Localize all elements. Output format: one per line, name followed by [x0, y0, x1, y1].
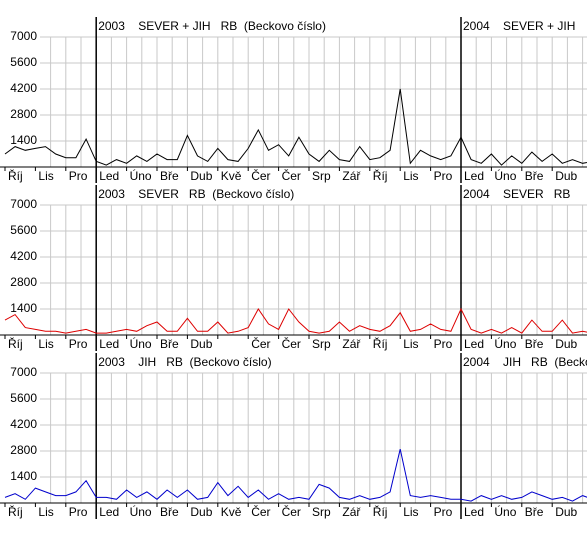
x-tick-label: Led	[464, 505, 484, 519]
x-tick-label: Čer	[282, 504, 301, 519]
y-tick-label: 4200	[10, 249, 37, 263]
data-line	[4, 448, 587, 502]
x-tick-label: Říj	[373, 504, 388, 519]
x-tick-label: Bře	[525, 337, 544, 351]
x-tick-label: Zář	[342, 337, 361, 351]
y-tick-label: 4200	[10, 417, 37, 431]
x-tick-label: Lis	[38, 505, 53, 519]
x-tick-label: Dub	[190, 169, 212, 183]
x-tick-label: Říj	[8, 168, 23, 183]
x-tick-label: Lis	[403, 337, 418, 351]
x-tick-label: Srp	[312, 337, 331, 351]
x-tick-label: Úno	[130, 504, 152, 519]
x-tick-label: Pro	[69, 169, 88, 183]
x-tick-label: Úno	[130, 336, 152, 351]
x-tick-label: Říj	[8, 504, 23, 519]
y-tick-label: 7000	[10, 29, 37, 43]
x-tick-label: Pro	[69, 337, 88, 351]
x-tick-label: Bře	[160, 169, 179, 183]
x-tick-label: Úno	[494, 336, 516, 351]
x-tick-label: Úno	[130, 168, 152, 183]
x-tick-label: Říj	[8, 336, 23, 351]
x-tick-label: Dub	[555, 169, 577, 183]
x-tick-label: Led	[464, 169, 484, 183]
x-tick-label: Pro	[434, 505, 453, 519]
x-tick-label: Bře	[525, 169, 544, 183]
x-tick-label: Čer	[251, 504, 270, 519]
year-title: 2003 JIH RB (Beckovo číslo)	[98, 355, 271, 369]
y-tick-label: 2800	[10, 275, 37, 289]
y-tick-label: 1400	[10, 469, 37, 483]
y-tick-label: 1400	[10, 133, 37, 147]
y-tick-label: 5600	[10, 391, 37, 405]
x-tick-label: Dub	[555, 505, 577, 519]
y-tick-label: 5600	[10, 223, 37, 237]
y-tick-label: 2800	[10, 443, 37, 457]
data-line	[4, 88, 587, 166]
x-tick-label: Čer	[251, 168, 270, 183]
year-title: 2004 JIH RB (Beckovo číslo)	[463, 355, 587, 369]
x-tick-label: Led	[99, 337, 119, 351]
x-tick-label: Zář	[342, 505, 361, 519]
x-tick-label: Pro	[69, 505, 88, 519]
data-line	[4, 307, 587, 334]
x-tick-label: Zář	[342, 169, 361, 183]
y-tick-label: 2800	[10, 107, 37, 121]
x-tick-label: Lis	[38, 337, 53, 351]
year-title: 2004 SEVER + JIH	[463, 19, 575, 33]
y-tick-label: 7000	[10, 365, 37, 379]
x-tick-label: Lis	[38, 169, 53, 183]
x-tick-label: Pro	[434, 169, 453, 183]
x-tick-label: Dub	[190, 505, 212, 519]
year-title: 2004 SEVER RB	[463, 187, 570, 201]
x-tick-label: Úno	[494, 504, 516, 519]
x-tick-label: Srp	[312, 169, 331, 183]
x-tick-label: Dub	[190, 337, 212, 351]
x-tick-label: Říj	[373, 168, 388, 183]
x-tick-label: Dub	[555, 337, 577, 351]
year-title: 2003 SEVER RB (Beckovo číslo)	[98, 187, 294, 201]
x-tick-label: Srp	[312, 505, 331, 519]
y-tick-label: 1400	[10, 301, 37, 315]
x-tick-label: Úno	[494, 168, 516, 183]
y-tick-label: 4200	[10, 81, 37, 95]
y-tick-label: 7000	[10, 197, 37, 211]
x-tick-label: Čer	[282, 336, 301, 351]
y-tick-label: 5600	[10, 55, 37, 69]
x-tick-label: Bře	[525, 505, 544, 519]
x-tick-label: Led	[99, 505, 119, 519]
x-tick-label: Čer	[251, 336, 270, 351]
x-tick-label: Čer	[282, 168, 301, 183]
x-tick-label: Lis	[403, 505, 418, 519]
x-tick-label: Led	[99, 169, 119, 183]
x-tick-label: Kvě	[221, 169, 242, 183]
x-tick-label: Bře	[160, 337, 179, 351]
x-tick-label: Říj	[373, 336, 388, 351]
x-tick-label: Kvě	[221, 505, 242, 519]
x-tick-label: Lis	[403, 169, 418, 183]
x-tick-label: Led	[464, 337, 484, 351]
x-tick-label: Pro	[434, 337, 453, 351]
year-title: 2003 SEVER + JIH RB (Beckovo číslo)	[98, 19, 326, 33]
x-tick-label: Bře	[160, 505, 179, 519]
